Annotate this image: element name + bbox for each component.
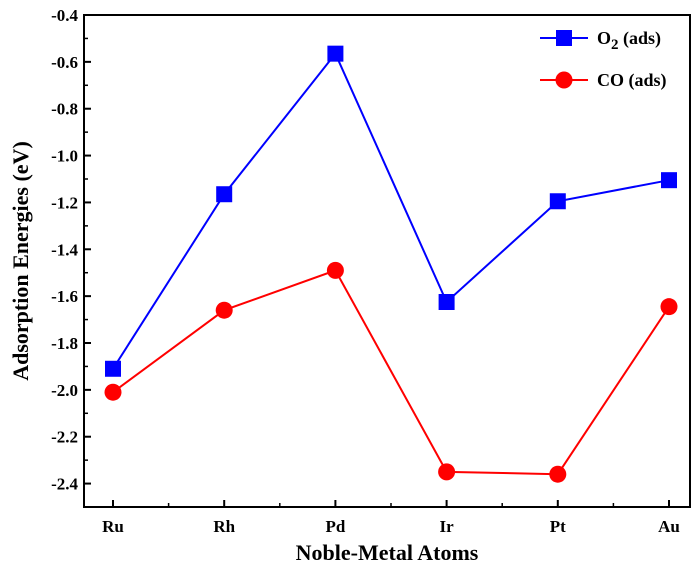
tick-layer: -2.4 -2.2 -2.0 -1.8 -1.6 -1.4 -1.2 -1.0 -0.8 -0.6… (51, 6, 680, 536)
y-tick-label: -2.2 (51, 428, 78, 447)
y-tick-label: -0.4 (51, 6, 78, 25)
data-point-square (327, 45, 344, 62)
y-tick-label: -1.6 (51, 287, 78, 306)
x-tick-label: Pd (325, 517, 345, 536)
x-tick-label: Ir (440, 517, 455, 536)
legend-marker-square (556, 30, 572, 46)
data-point-circle (438, 463, 456, 481)
y-tick-label: -2.4 (51, 475, 78, 494)
data-point-square (661, 172, 677, 189)
series-line-0 (112, 51, 670, 370)
legend: O2 (ads) CO (ads) (540, 28, 667, 91)
plot-frame (83, 14, 691, 508)
legend-label: CO (ads) (597, 70, 667, 91)
data-point-circle (549, 465, 567, 483)
data-point-circle (215, 301, 233, 319)
y-axis-title: Adsorption Energies (eV) (8, 141, 33, 381)
x-tick-label: Au (658, 517, 680, 536)
data-point-square (216, 186, 233, 203)
data-point-square (438, 294, 455, 310)
x-axis-title: Noble-Metal Atoms (296, 540, 479, 565)
y-tick-label: -1.2 (51, 193, 78, 212)
y-tick-label: -1.4 (51, 240, 78, 259)
legend-label: O2 (ads) (597, 28, 661, 53)
data-point-circle (326, 261, 344, 279)
legend-marker-circle (555, 71, 573, 89)
y-tick-label: -1.8 (51, 334, 78, 353)
x-tick-label: Pt (550, 517, 566, 536)
data-point-circle (660, 298, 678, 316)
y-tick-label: -2.0 (51, 381, 78, 400)
data-point-square (549, 193, 566, 210)
y-tick-label: -0.8 (51, 100, 78, 119)
series-line-1 (112, 269, 670, 476)
y-tick-label: -1.0 (51, 147, 78, 166)
data-point-circle (104, 383, 122, 401)
y-tick-label: -0.6 (51, 53, 78, 72)
x-tick-label: Ru (102, 517, 124, 536)
plot-layer (104, 45, 678, 483)
x-tick-label: Rh (213, 517, 235, 536)
data-point-square (105, 360, 121, 377)
